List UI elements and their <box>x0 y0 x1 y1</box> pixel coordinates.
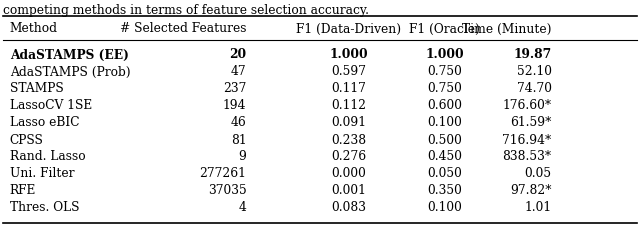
Text: 237: 237 <box>223 82 246 95</box>
Text: 0.600: 0.600 <box>428 99 462 112</box>
Text: 0.001: 0.001 <box>332 184 366 197</box>
Text: 0.112: 0.112 <box>332 99 366 112</box>
Text: F1 (Data-Driven): F1 (Data-Driven) <box>296 22 401 35</box>
Text: STAMPS: STAMPS <box>10 82 63 95</box>
Text: 277261: 277261 <box>200 167 246 180</box>
Text: 97.82*: 97.82* <box>510 184 552 197</box>
Text: Rand. Lasso: Rand. Lasso <box>10 150 85 163</box>
Text: 0.238: 0.238 <box>332 133 366 146</box>
Text: 0.083: 0.083 <box>332 201 366 214</box>
Text: 176.60*: 176.60* <box>502 99 552 112</box>
Text: 20: 20 <box>229 48 246 61</box>
Text: 61.59*: 61.59* <box>510 116 552 129</box>
Text: Time (Minute): Time (Minute) <box>462 22 552 35</box>
Text: 0.350: 0.350 <box>428 184 462 197</box>
Text: # Selected Features: # Selected Features <box>120 22 246 35</box>
Text: Uni. Filter: Uni. Filter <box>10 167 74 180</box>
Text: 1.000: 1.000 <box>426 48 464 61</box>
Text: 838.53*: 838.53* <box>502 150 552 163</box>
Text: 81: 81 <box>231 133 246 146</box>
Text: 0.276: 0.276 <box>332 150 366 163</box>
Text: 9: 9 <box>239 150 246 163</box>
Text: 37035: 37035 <box>207 184 246 197</box>
Text: 4: 4 <box>239 201 246 214</box>
Text: 0.450: 0.450 <box>428 150 462 163</box>
Text: 0.117: 0.117 <box>332 82 366 95</box>
Text: Method: Method <box>10 22 58 35</box>
Text: LassoCV 1SE: LassoCV 1SE <box>10 99 92 112</box>
Text: 0.500: 0.500 <box>428 133 462 146</box>
Text: 1.000: 1.000 <box>330 48 368 61</box>
Text: 46: 46 <box>230 116 246 129</box>
Text: 0.750: 0.750 <box>428 65 462 78</box>
Text: 0.091: 0.091 <box>332 116 366 129</box>
Text: CPSS: CPSS <box>10 133 44 146</box>
Text: 52.10: 52.10 <box>516 65 552 78</box>
Text: Thres. OLS: Thres. OLS <box>10 201 79 214</box>
Text: 0.050: 0.050 <box>428 167 462 180</box>
Text: 194: 194 <box>223 99 246 112</box>
Text: AdaSTAMPS (EE): AdaSTAMPS (EE) <box>10 48 129 61</box>
Text: 716.94*: 716.94* <box>502 133 552 146</box>
Text: RFE: RFE <box>10 184 36 197</box>
Text: 74.70: 74.70 <box>516 82 552 95</box>
Text: 0.000: 0.000 <box>332 167 366 180</box>
Text: AdaSTAMPS (Prob): AdaSTAMPS (Prob) <box>10 65 130 78</box>
Text: 19.87: 19.87 <box>513 48 552 61</box>
Text: 0.100: 0.100 <box>428 201 462 214</box>
Text: 0.750: 0.750 <box>428 82 462 95</box>
Text: 1.01: 1.01 <box>525 201 552 214</box>
Text: competing methods in terms of feature selection accuracy.: competing methods in terms of feature se… <box>3 4 369 17</box>
Text: 0.597: 0.597 <box>332 65 366 78</box>
Text: 0.100: 0.100 <box>428 116 462 129</box>
Text: F1 (Oracle): F1 (Oracle) <box>410 22 480 35</box>
Text: Lasso eBIC: Lasso eBIC <box>10 116 79 129</box>
Text: 0.05: 0.05 <box>525 167 552 180</box>
Text: 47: 47 <box>231 65 246 78</box>
